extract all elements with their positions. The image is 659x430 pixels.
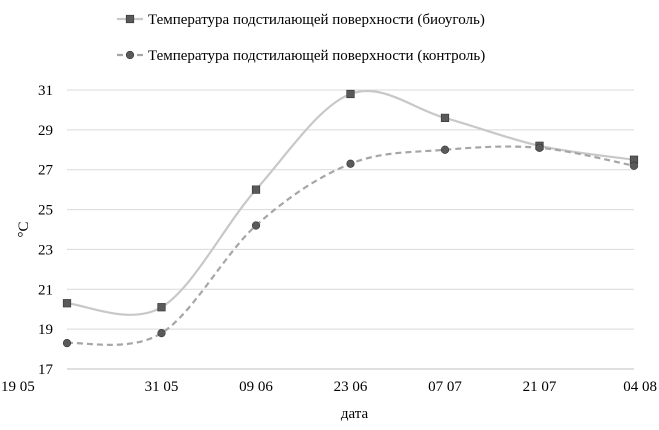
y-tick-label: 17 (38, 362, 54, 378)
data-point (157, 329, 166, 338)
x-tick-label: 09 06 (239, 379, 273, 395)
series-line (66, 145, 635, 346)
x-tick-label: 21 07 (523, 379, 557, 395)
legend-marker (125, 14, 135, 24)
legend: Температура подстилающей поверхности (би… (117, 12, 485, 64)
series-2 (62, 143, 639, 348)
y-tick-label: 21 (38, 282, 53, 298)
data-point (440, 145, 450, 154)
data-point (629, 161, 639, 170)
gridlines (67, 89, 634, 330)
x-tick-label: 23 06 (334, 379, 368, 395)
x-tick-label: 31 05 (145, 379, 179, 395)
series-group (62, 89, 639, 348)
data-point (251, 221, 261, 230)
data-point (157, 303, 166, 312)
x-axis-ticks: 19 05 31 05 09 06 23 06 07 07 21 07 04 08 (1, 379, 657, 395)
legend-marker (125, 50, 135, 60)
legend-label: Температура подстилающей поверхности (ко… (148, 48, 485, 64)
x-tick-label: 19 05 (1, 379, 35, 395)
legend-item: Температура подстилающей поверхности (ко… (117, 48, 485, 64)
data-point (346, 159, 355, 168)
y-tick-label: 19 (38, 322, 53, 338)
y-tick-label: 31 (38, 83, 53, 99)
y-tick-label: 29 (38, 123, 53, 139)
data-point (62, 338, 72, 348)
series-1 (62, 89, 639, 316)
x-axis-title: дата (341, 406, 369, 422)
x-tick-label: 07 07 (428, 379, 462, 395)
data-point (62, 299, 72, 308)
y-tick-label: 25 (38, 203, 53, 219)
legend-label: Температура подстилающей поверхности (би… (148, 12, 485, 28)
legend-item: Температура подстилающей поверхности (би… (117, 12, 485, 28)
y-axis-title: °C (16, 221, 32, 237)
data-point (346, 89, 355, 99)
data-point (251, 185, 261, 194)
data-point (440, 113, 450, 122)
data-point (535, 143, 544, 152)
y-tick-label: 23 (38, 242, 53, 258)
y-axis-ticks: 17 19 21 23 25 27 29 31 (38, 83, 54, 378)
x-tick-label: 04 08 (623, 379, 657, 395)
series-line (66, 89, 635, 316)
y-tick-label: 27 (38, 163, 54, 179)
